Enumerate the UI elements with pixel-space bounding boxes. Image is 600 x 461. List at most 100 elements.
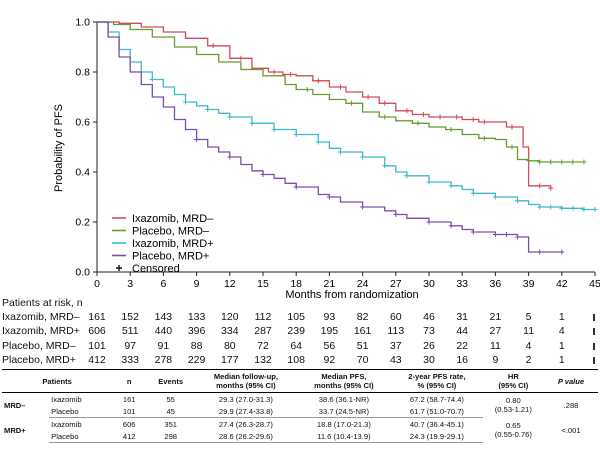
risk-count: 97 — [124, 340, 137, 352]
cell-events: 351 — [164, 419, 178, 429]
censor-mark — [426, 179, 432, 185]
censor-mark — [548, 185, 554, 191]
censor-mark — [526, 158, 532, 164]
header-median-pfs: Median PFS, months (95% CI) — [296, 369, 392, 393]
censor-mark — [227, 154, 233, 160]
risk-count: 195 — [320, 325, 339, 337]
y-tick-label: 0.6 — [75, 117, 90, 129]
risk-count: 44 — [456, 325, 469, 337]
cell-followup: 28.6 (26.2-29.6) — [195, 430, 297, 443]
risk-count: 278 — [154, 354, 173, 366]
censor-mark — [337, 149, 343, 155]
y-tick-label: 0.4 — [75, 167, 90, 179]
censor-mark — [149, 77, 155, 82]
cell-median-pfs: 33.7 (24.5-NR) — [296, 405, 392, 418]
legend-label: Ixazomib, MRD– — [132, 213, 214, 225]
summary-table: Patients n Events Median follow-up, month… — [2, 369, 598, 443]
censor-mark — [570, 159, 576, 165]
header-hr: HR (95% CI) — [482, 369, 544, 393]
cell-hr: 0.80 (0.53-1.21) — [494, 396, 532, 415]
cell-pfs2y: 40.7 (36.4-45.1) — [409, 419, 464, 429]
cell-p: <.001 — [561, 425, 581, 435]
risk-row-end-mark — [593, 328, 595, 335]
axes: 0.00.20.40.60.81.00 3 6 9 12 15 18 21 24 27 30 33 36… — [75, 17, 600, 291]
risk-count: 60 — [389, 311, 402, 323]
legend-label: Ixazomib, MRD+ — [132, 238, 214, 250]
arm-label: Ixazomib — [51, 419, 82, 429]
km-plot: 0.00.20.40.60.81.00 3 6 9 12 15 18 21 24 27 30 33 36… — [53, 17, 600, 301]
risk-row: Ixazomib, MRD– 161 152 143 133 120 112 105 93 82 6… — [0, 311, 600, 325]
censor-mark — [420, 112, 426, 117]
risk-row: Placebo, MRD+ 412 333 278 229 177 132 108 92 70 43… — [0, 354, 600, 368]
risk-count: 27 — [489, 325, 502, 337]
censor-mark — [548, 159, 554, 165]
risk-count: 5 — [525, 311, 532, 323]
risk-count: 396 — [187, 325, 206, 337]
x-tick-label: 6 — [160, 278, 166, 290]
risk-count: 511 — [121, 325, 139, 337]
censor-mark — [509, 144, 515, 150]
cell-median-pfs: 18.8 (17.0-21.3) — [316, 419, 371, 429]
x-tick-label: 18 — [290, 278, 302, 290]
x-tick-label: 42 — [556, 278, 568, 290]
x-tick-label: 12 — [224, 278, 236, 290]
curves — [97, 21, 598, 255]
y-tick-label: 0.2 — [75, 217, 90, 229]
censor-mark — [581, 207, 587, 212]
risk-count: 37 — [389, 340, 402, 352]
censor-mark — [227, 114, 233, 120]
risk-count: 30 — [423, 354, 435, 366]
censor-mark — [315, 78, 321, 84]
censor-mark — [360, 154, 366, 160]
risk-count: 161 — [88, 311, 106, 323]
x-tick-label: 24 — [357, 278, 369, 290]
cell-p: .288 — [563, 400, 579, 410]
cell-n: 412 — [112, 430, 147, 443]
risk-row-label: Placebo, MRD+ — [2, 354, 76, 366]
censor-mark — [537, 249, 543, 255]
censor-mark — [448, 127, 454, 132]
risk-count: 4 — [558, 325, 565, 337]
risk-count: 333 — [121, 354, 139, 366]
legend: Ixazomib, MRD–Placebo, MRD–Ixazomib, MRD… — [112, 213, 214, 275]
risk-count: 132 — [254, 354, 272, 366]
censor-mark — [559, 249, 565, 255]
legend-label: Placebo, MRD– — [132, 226, 210, 238]
censor-mark — [515, 198, 521, 204]
risk-count: 133 — [187, 311, 206, 323]
censor-mark — [360, 204, 366, 210]
cell-followup: 29.9 (27.4-33.8) — [195, 405, 297, 418]
y-tick-label: 1.0 — [75, 17, 90, 29]
risk-row-label: Ixazomib, MRD– — [2, 311, 80, 323]
censor-mark — [365, 94, 371, 100]
header-n: n — [112, 369, 147, 393]
cell-n: 101 — [112, 405, 147, 418]
risk-row: Placebo, MRD– 101 97 91 88 80 72 64 56 51 37 26 22 11… — [0, 340, 600, 354]
censor-mark — [470, 117, 476, 122]
x-tick-label: 3 — [127, 278, 133, 290]
risk-count: 22 — [456, 340, 469, 352]
risk-count: 16 — [456, 354, 469, 366]
cell-median-pfs: 11.6 (10.4-13.9) — [296, 430, 392, 443]
cell-events: 55 — [166, 394, 175, 404]
cell-events: 298 — [146, 430, 196, 443]
risk-count: 2 — [525, 354, 532, 366]
risk-count: 177 — [221, 354, 239, 366]
censor-mark — [437, 114, 443, 120]
censor-mark — [492, 194, 498, 200]
risk-count: 56 — [323, 340, 336, 352]
censor-mark — [205, 107, 211, 112]
cell-median-pfs: 38.6 (36.1-NR) — [318, 394, 370, 404]
risk-count: 91 — [157, 340, 170, 352]
censor-mark — [581, 159, 587, 165]
x-tick-label: 36 — [490, 278, 502, 290]
risk-count: 1 — [558, 354, 565, 366]
header-events: Events — [146, 369, 196, 393]
censor-mark — [470, 190, 476, 196]
risk-row-end-mark — [593, 343, 595, 350]
risk-count: 9 — [492, 354, 499, 366]
risk-count: 229 — [187, 354, 206, 366]
censor-mark — [515, 234, 521, 240]
risk-row-label: Placebo, MRD– — [2, 340, 76, 352]
x-tick-label: 15 — [257, 278, 269, 290]
